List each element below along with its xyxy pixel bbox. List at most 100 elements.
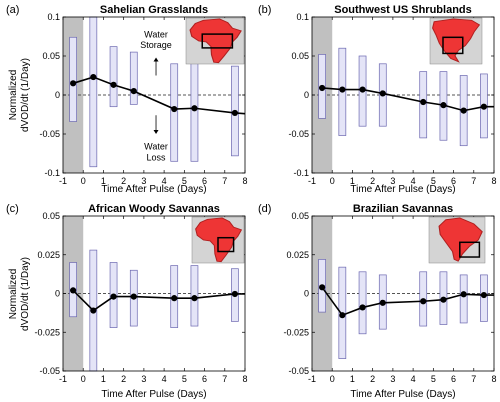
data-point (480, 291, 487, 299)
y-axis-label-line1: Normalized (8, 70, 19, 121)
y-tick-label: -0.1 (293, 168, 309, 178)
region-map (429, 17, 483, 65)
y-tick-label: 0.1 (47, 12, 60, 22)
data-point (319, 284, 326, 291)
series-points (70, 287, 238, 314)
range-box (459, 274, 468, 324)
x-tick-label: 7 (222, 374, 227, 384)
x-tick-label: -1 (308, 374, 316, 384)
data-point (319, 84, 326, 92)
water-loss-label-line2: Loss (147, 153, 167, 163)
range-box (69, 36, 77, 122)
x-tick-label: 6 (451, 374, 456, 384)
x-ticks: -1 0 1 2 3 4 5 6 7 8 (308, 17, 497, 186)
x-tick-label: 2 (121, 374, 126, 384)
data-point (379, 90, 386, 97)
y-axis-label-line2: dVOD/dt (1/Day) (20, 58, 31, 132)
chart-title: Sahelian Grasslands (100, 4, 208, 16)
x-tick-label: 6 (451, 176, 456, 186)
y-tick-label: 0.025 (37, 250, 60, 260)
x-tick-label: 8 (242, 374, 247, 384)
water-storage-label-line1: Water (144, 29, 168, 39)
map-region-box (201, 33, 234, 49)
y-tick-label: 0.05 (42, 211, 60, 221)
x-tick-label: 2 (370, 176, 375, 186)
data-point (339, 86, 346, 93)
y-tick-label: 0 (304, 90, 309, 100)
data-point (420, 298, 427, 305)
x-tick-label: 1 (101, 176, 106, 186)
data-point (70, 80, 77, 87)
data-point (171, 105, 178, 113)
map-region-box (217, 236, 235, 253)
x-tick-label: 0 (330, 374, 335, 384)
x-tick-label: 5 (182, 374, 187, 384)
data-point (70, 287, 77, 294)
y-tick-label: 0.1 (296, 12, 309, 22)
data-point (420, 98, 427, 106)
data-point (359, 86, 366, 93)
y-tick-label: 0 (55, 90, 60, 100)
data-point (191, 105, 198, 112)
region-map (428, 216, 486, 264)
data-point (90, 73, 97, 81)
data-point (480, 103, 487, 110)
y-tick-label: 0 (55, 289, 60, 299)
x-tick-label: 3 (141, 374, 146, 384)
y-tick-label: -0.025 (283, 327, 309, 337)
x-tick-label: 3 (390, 374, 395, 384)
series-points (319, 84, 487, 114)
panel-label: (b) (258, 4, 271, 16)
y-tick-label: -0.1 (44, 168, 60, 178)
y-tick-label: -0.05 (39, 129, 60, 139)
data-point (440, 296, 447, 303)
data-point (171, 295, 178, 302)
series-line (72, 289, 245, 312)
y-ticks: -0.1 -0.05 0 0.05 0.1 (288, 12, 494, 178)
data-point (460, 291, 467, 298)
series-line (72, 76, 246, 115)
y-tick-label: -0.05 (288, 366, 309, 376)
y-ticks: -0.05 -0.025 0 0.025 0.05 (283, 211, 494, 376)
x-tick-label: 5 (431, 176, 436, 186)
data-point (110, 81, 117, 88)
y-tick-label: 0.05 (42, 51, 60, 61)
panel-a: -1 0 1 2 3 4 5 6 7 8 -0.1 -0.05 0 0.05 0.1 (a) Saheli… (6, 4, 248, 195)
water-loss-arrowhead (153, 130, 159, 134)
x-tick-label: 2 (370, 374, 375, 384)
y-tick-label: 0 (304, 289, 309, 299)
range-box (480, 274, 488, 322)
range-box (358, 271, 367, 335)
data-point (339, 312, 346, 319)
x-axis-label: Time After Pulse (Days) (101, 389, 206, 400)
chart-title: Brazilian Savannas (353, 203, 453, 215)
x-tick-label: 8 (242, 176, 247, 186)
x-tick-label: 7 (471, 176, 476, 186)
y-ticks: -0.1 -0.05 0 0.05 0.1 (39, 12, 245, 178)
map-region-box (459, 241, 481, 258)
y-ticks: -0.05 -0.025 0 0.025 0.05 (34, 211, 245, 376)
water-loss-label-line1: Water (144, 142, 168, 152)
range-box (170, 63, 179, 162)
x-tick-label: 7 (471, 374, 476, 384)
panel-label: (c) (6, 203, 19, 215)
x-ticks: -1 0 1 2 3 4 5 6 7 8 (59, 216, 248, 384)
x-tick-label: 1 (101, 374, 106, 384)
x-axis-label: Time After Pulse (Days) (350, 184, 455, 195)
x-tick-label: 4 (162, 176, 167, 186)
x-tick-label: 0 (330, 176, 335, 186)
annotations: Water Storage Water Loss (140, 29, 172, 162)
panel-b: -1 0 1 2 3 4 5 6 7 8 -0.1 -0.05 0 0.05 0.1 (b) Southw… (258, 4, 497, 195)
x-tick-label: 5 (431, 374, 436, 384)
data-point (460, 107, 467, 114)
water-storage-arrowhead (153, 57, 159, 62)
water-storage-label-line2: Storage (140, 40, 172, 50)
data-point (191, 295, 198, 302)
range-box (129, 51, 138, 105)
data-point (110, 293, 117, 300)
panel-c: -1 0 1 2 3 4 5 6 7 8 -0.05 -0.025 0 0.025 0.05 (c) Af… (6, 203, 248, 400)
y-tick-label: 0.025 (286, 250, 309, 260)
range-box (89, 16, 98, 168)
region-map (191, 216, 245, 264)
